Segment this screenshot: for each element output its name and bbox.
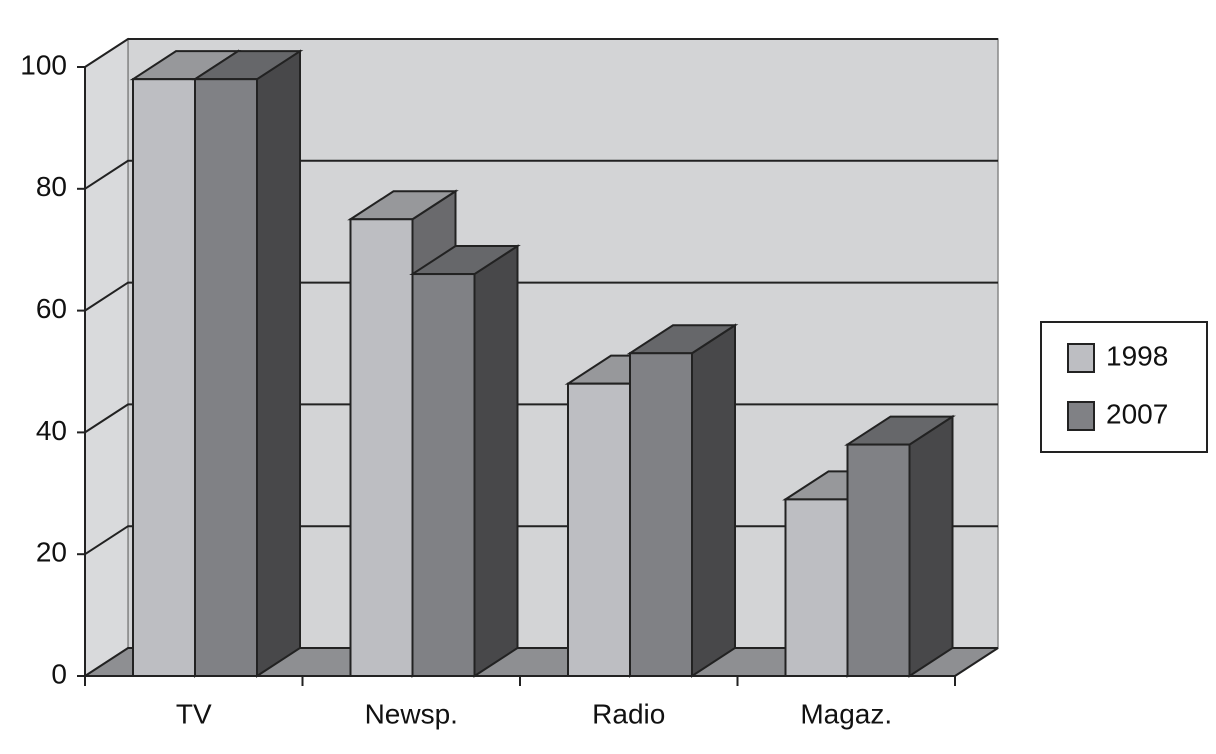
- legend-label: 2007: [1106, 398, 1168, 429]
- floor-edge: [954, 647, 999, 677]
- y-tick-label: 20: [36, 537, 67, 568]
- x-tick-label: TV: [176, 698, 212, 729]
- bar: [411, 273, 476, 677]
- grid-line: [84, 159, 998, 190]
- x-tick-label: Magaz.: [800, 698, 892, 729]
- bar: [629, 352, 693, 677]
- bar: [846, 443, 911, 677]
- bar-side: [908, 414, 954, 678]
- bar: [194, 78, 258, 678]
- y-tick-label: 60: [36, 293, 67, 324]
- x-tick-label: Newsp.: [365, 698, 458, 729]
- legend-swatch: [1067, 401, 1095, 431]
- floor: [85, 648, 998, 676]
- bar: [132, 78, 196, 678]
- grid-line: [84, 281, 998, 312]
- legend-label: 1998: [1106, 340, 1168, 371]
- y-tick-label: 100: [20, 49, 67, 80]
- bar: [349, 218, 414, 677]
- x-tick-label: Radio: [592, 698, 665, 729]
- legend-swatch: [1067, 343, 1095, 373]
- y-tick-label: 40: [36, 415, 67, 446]
- bar: [784, 498, 849, 678]
- y-tick-label: 80: [36, 171, 67, 202]
- y-tick-label: 0: [51, 658, 67, 689]
- grid-line: [84, 38, 998, 68]
- bar: [567, 382, 631, 677]
- bar-side: [256, 49, 301, 678]
- bar-side: [473, 244, 519, 678]
- bar-side: [691, 323, 736, 678]
- side-wall: [84, 37, 129, 678]
